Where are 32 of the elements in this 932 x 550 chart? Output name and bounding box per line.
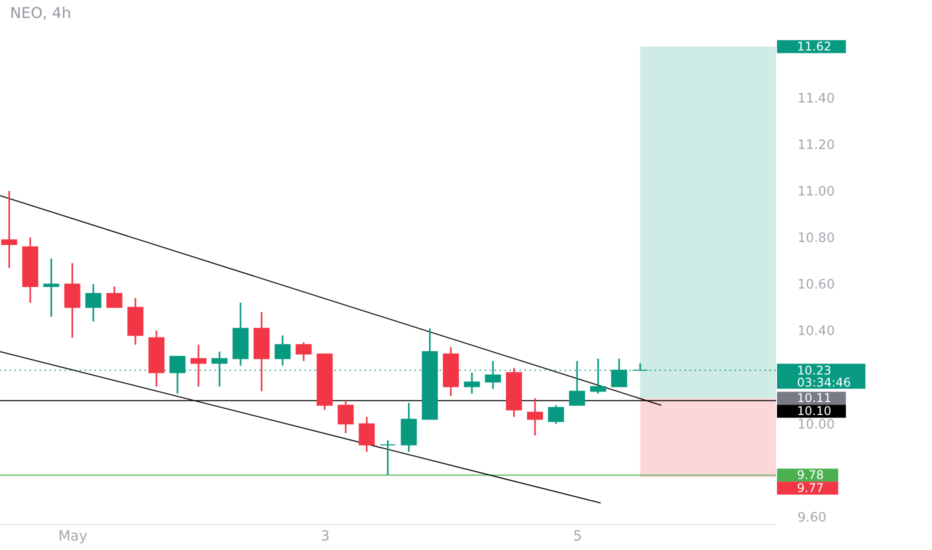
x-tick-label: 3: [320, 528, 330, 544]
candlestick: [527, 397, 544, 436]
candlestick: [1, 190, 18, 269]
text: 10.11: [797, 391, 832, 406]
y-tick-label: 11.40: [798, 91, 835, 106]
chart-title: NEO, 4h: [10, 4, 72, 22]
ref-line-label: 9.78: [797, 468, 824, 482]
candlestick: [106, 286, 122, 308]
candlestick: [338, 400, 354, 434]
band-label: 11.62: [797, 40, 832, 54]
y-tick-label: 10.40: [798, 324, 835, 340]
ref-line-label: 10.23 03:34:46: [797, 363, 851, 390]
x-tick-label: May: [58, 528, 88, 544]
candlestick: [464, 372, 480, 394]
x-tick-label: 5: [573, 528, 582, 544]
candlestick: [274, 334, 291, 366]
candlestick: [85, 283, 102, 322]
y-tick-label: 11.00: [798, 184, 835, 200]
y-tick-label: 10.80: [798, 231, 835, 246]
y-tick-label: 11.20: [798, 138, 835, 153]
y-tick-label: 10.60: [798, 278, 835, 293]
band-label: 9.77: [797, 481, 824, 496]
candlestick: [43, 258, 60, 318]
ref-line-label: 10.10: [797, 404, 832, 418]
candlestick: [190, 344, 206, 388]
candlestick: [64, 262, 80, 338]
candlestick: [380, 439, 396, 476]
y-tick-label: 9.60: [798, 510, 826, 526]
candlestick: [358, 416, 375, 453]
candlestick: [548, 404, 564, 425]
candlestick: [296, 342, 312, 362]
y-tick-label: 10.00: [798, 417, 835, 432]
